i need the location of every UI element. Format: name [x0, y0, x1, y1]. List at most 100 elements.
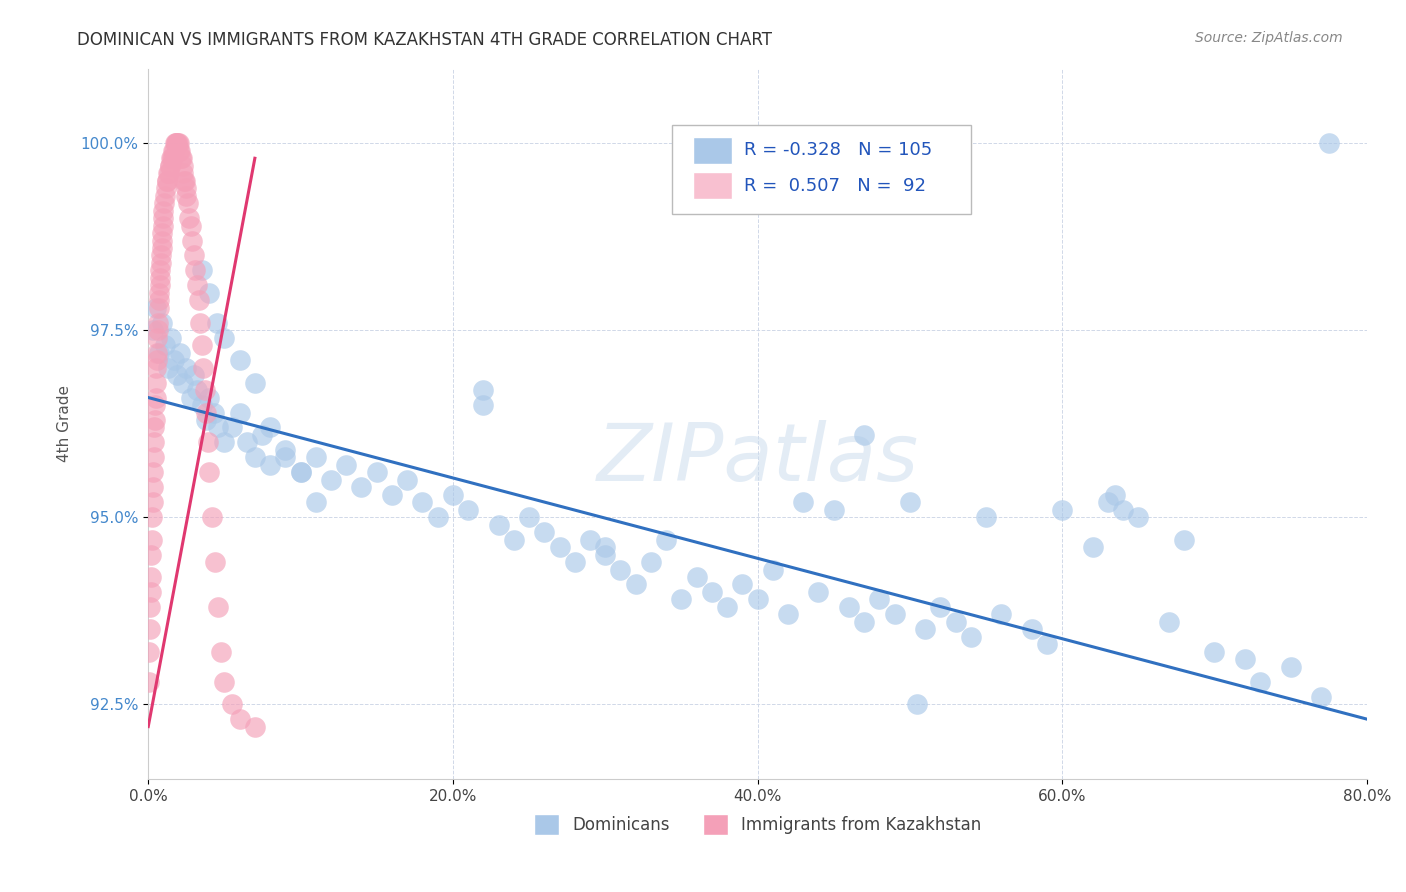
Point — [146, 316, 169, 330]
Point — [179, 211, 201, 225]
Point — [929, 599, 952, 614]
Point — [990, 607, 1012, 622]
Point — [655, 533, 678, 547]
FancyBboxPatch shape — [693, 172, 733, 199]
Point — [204, 555, 226, 569]
Point — [141, 510, 163, 524]
Point — [207, 599, 229, 614]
Point — [152, 219, 174, 233]
Point — [945, 615, 967, 629]
Point — [146, 331, 169, 345]
Point — [155, 174, 177, 188]
Point — [162, 151, 184, 165]
Point — [350, 480, 373, 494]
Point — [472, 383, 495, 397]
Text: ZIPatlas: ZIPatlas — [596, 420, 918, 499]
Point — [170, 151, 193, 165]
Point — [198, 466, 221, 480]
Point — [150, 316, 173, 330]
Point — [145, 301, 167, 315]
Point — [228, 405, 250, 419]
Point — [548, 540, 571, 554]
Point — [142, 450, 165, 465]
Point — [396, 473, 419, 487]
Point — [173, 174, 195, 188]
Point — [157, 166, 180, 180]
Point — [190, 398, 212, 412]
Point — [153, 196, 176, 211]
Point — [149, 263, 172, 277]
Point — [898, 495, 921, 509]
Point — [914, 623, 936, 637]
Point — [148, 293, 170, 308]
Point — [149, 278, 172, 293]
Point — [700, 585, 723, 599]
Point — [1021, 623, 1043, 637]
Point — [172, 376, 194, 390]
Point — [159, 159, 181, 173]
Point — [792, 495, 814, 509]
Point — [868, 592, 890, 607]
Point — [747, 592, 769, 607]
Point — [139, 585, 162, 599]
Point — [1310, 690, 1333, 704]
Point — [907, 697, 929, 711]
Point — [167, 136, 190, 151]
Point — [163, 144, 186, 158]
Point — [152, 211, 174, 225]
Point — [640, 555, 662, 569]
Point — [214, 331, 236, 345]
Text: R =  0.507   N =  92: R = 0.507 N = 92 — [744, 177, 927, 194]
Point — [243, 720, 266, 734]
Point — [228, 353, 250, 368]
Point — [1279, 659, 1302, 673]
Point — [139, 623, 162, 637]
Point — [579, 533, 602, 547]
Point — [274, 450, 297, 465]
Point — [150, 226, 173, 240]
Point — [184, 263, 207, 277]
Point — [259, 458, 281, 472]
Point — [502, 533, 524, 547]
Text: R = -0.328   N = 105: R = -0.328 N = 105 — [744, 141, 932, 159]
Point — [188, 316, 211, 330]
Point — [143, 398, 166, 412]
Point — [142, 466, 165, 480]
Point — [366, 466, 388, 480]
Point — [1097, 495, 1119, 509]
Point — [290, 466, 312, 480]
Point — [1128, 510, 1150, 524]
Point — [290, 466, 312, 480]
Point — [195, 405, 218, 419]
Point — [145, 391, 167, 405]
Point — [974, 510, 997, 524]
Point — [173, 174, 195, 188]
Point — [165, 136, 187, 151]
Point — [169, 345, 191, 359]
Point — [1249, 674, 1271, 689]
Point — [186, 278, 208, 293]
Point — [441, 488, 464, 502]
Point — [157, 360, 180, 375]
Point — [1112, 502, 1135, 516]
Point — [165, 136, 187, 151]
Point — [160, 151, 183, 165]
Point — [172, 166, 194, 180]
Point — [274, 442, 297, 457]
Y-axis label: 4th Grade: 4th Grade — [58, 385, 72, 462]
Point — [191, 360, 214, 375]
Point — [170, 151, 193, 165]
Point — [209, 645, 232, 659]
Point — [252, 428, 274, 442]
Point — [853, 428, 876, 442]
Point — [143, 413, 166, 427]
Point — [202, 405, 225, 419]
Point — [176, 360, 198, 375]
Point — [624, 577, 647, 591]
Point — [195, 413, 218, 427]
Point — [671, 592, 693, 607]
Point — [145, 360, 167, 375]
Point — [183, 248, 205, 262]
Point — [319, 473, 342, 487]
Point — [472, 398, 495, 412]
